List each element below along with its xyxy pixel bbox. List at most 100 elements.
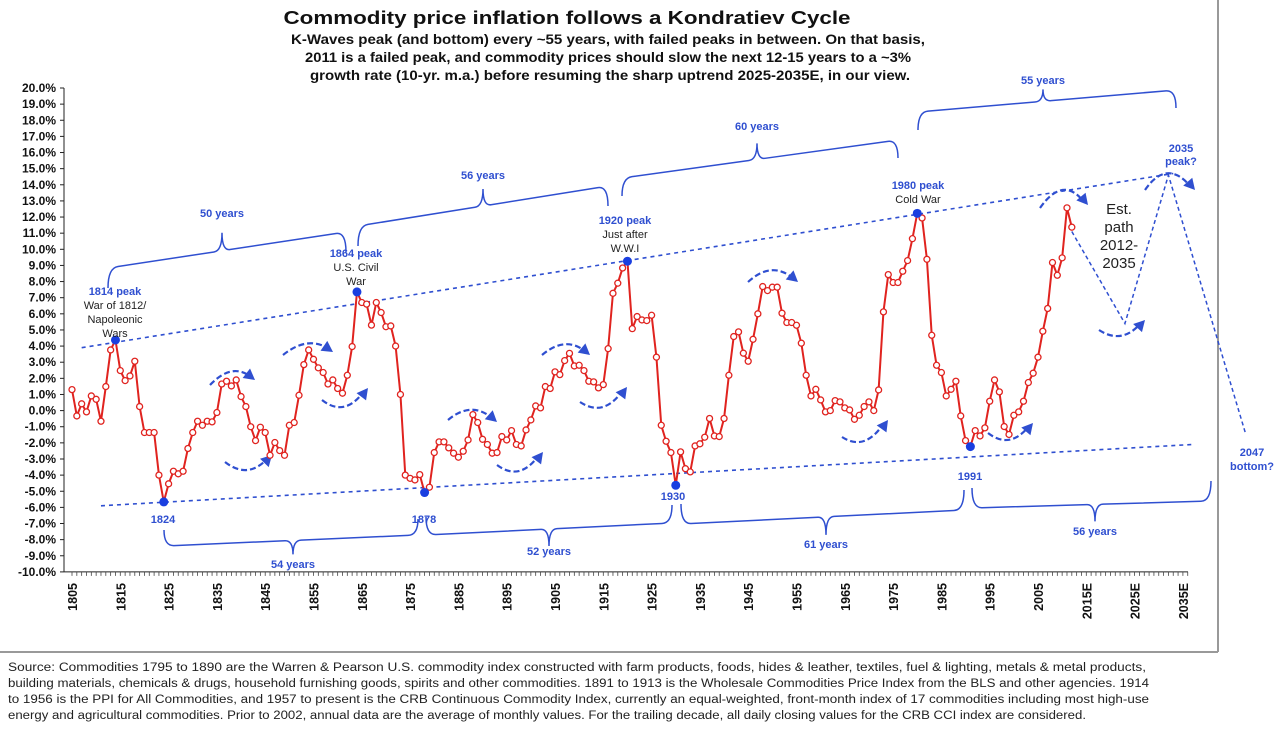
data-point	[309, 355, 318, 363]
data-point	[271, 438, 279, 447]
arrow-shaft	[541, 343, 587, 356]
x-tick-label: 1975	[887, 583, 901, 611]
arrow-shaft	[496, 454, 540, 473]
data-point	[1053, 271, 1061, 279]
data-point	[580, 366, 588, 375]
data-point	[78, 400, 86, 408]
y-tick-label: 8.0%	[29, 275, 57, 289]
data-point	[449, 449, 458, 457]
arrow-shaft	[321, 390, 365, 409]
y-tick-label: 16.0%	[22, 146, 56, 160]
data-point	[705, 414, 714, 423]
highlight-point	[622, 256, 632, 266]
data-point	[870, 406, 878, 415]
curved-arrow-icon	[841, 420, 888, 444]
y-tick-label: 6.0%	[29, 307, 57, 321]
data-point	[469, 410, 477, 419]
data-point	[599, 380, 607, 389]
x-tick-label: 1845	[259, 583, 273, 611]
data-point	[266, 451, 274, 459]
data-point	[759, 282, 767, 291]
data-point	[720, 414, 728, 423]
highlight-point	[420, 488, 430, 498]
data-point	[305, 346, 313, 354]
data-point	[643, 316, 651, 325]
data-point	[976, 432, 984, 440]
source-line-3: to 1956 is the PPI for All Commodities, …	[8, 694, 1149, 706]
arrow-shaft	[987, 425, 1030, 442]
data-point	[932, 361, 941, 369]
y-tick-label: -10.0%	[18, 565, 56, 579]
y-tick-label: 12.0%	[22, 210, 56, 224]
curved-arrow-icon	[1144, 172, 1195, 191]
data-point	[430, 448, 438, 457]
highlight-note: W.W.I	[611, 243, 640, 255]
data-point	[135, 402, 144, 411]
data-point	[652, 353, 661, 361]
price-series	[68, 204, 1076, 506]
data-point	[164, 480, 173, 488]
data-point	[928, 331, 936, 339]
data-point	[295, 391, 303, 399]
x-tick-label: 1915	[597, 583, 611, 611]
y-tick-label: 17.0%	[22, 129, 56, 143]
y-tick-label: 7.0%	[29, 291, 57, 305]
cycle-brace-top-label: 50 years	[200, 208, 244, 220]
cycle-brace-bottom	[163, 518, 419, 555]
highlight-point	[159, 497, 169, 507]
data-point	[314, 364, 322, 372]
data-point	[855, 411, 863, 419]
data-point	[826, 406, 834, 415]
data-point	[628, 325, 636, 333]
data-point	[575, 361, 583, 369]
data-point	[556, 370, 564, 379]
cycle-brace-top	[357, 186, 609, 247]
curved-arrow-icon	[1039, 188, 1088, 209]
data-point	[604, 345, 612, 353]
curved-arrow-icon	[541, 343, 590, 356]
arrow-head	[242, 368, 255, 380]
arrow-head	[615, 387, 627, 400]
forecast-peak-label: 2035	[1169, 143, 1193, 155]
data-point	[990, 376, 999, 384]
data-point	[106, 346, 115, 354]
data-point	[68, 385, 76, 394]
data-point	[899, 267, 907, 275]
y-tick-label: 15.0%	[22, 162, 56, 176]
estimated-path-label: path	[1104, 219, 1133, 236]
data-point	[329, 376, 337, 384]
data-point	[387, 322, 395, 330]
chart-subtitle-line-1: K-Waves peak (and bottom) every ~55 year…	[291, 32, 925, 47]
y-tick-label: 14.0%	[22, 178, 56, 192]
arrow-head	[484, 410, 497, 422]
data-point	[82, 408, 91, 416]
cycle-brace-bottom	[425, 504, 673, 547]
highlight-note: Napoleonic	[87, 314, 143, 326]
x-tick-label: 1825	[163, 583, 177, 611]
data-point	[1029, 369, 1037, 377]
data-point	[464, 436, 472, 444]
data-point	[232, 376, 240, 384]
arrow-shaft	[224, 457, 269, 472]
highlight-label: 1878	[412, 514, 436, 526]
data-point	[483, 440, 492, 449]
curved-arrow-icon	[496, 452, 543, 473]
x-tick-label: 1895	[501, 583, 515, 611]
data-point	[411, 476, 419, 484]
annotations: 1814 peak War of 1812/Napoleonic Wars 1824 1…	[84, 180, 983, 526]
data-point	[338, 389, 347, 397]
data-point	[662, 437, 670, 445]
highlight-label: 1824	[151, 514, 176, 526]
y-tick-label: -6.0%	[25, 500, 57, 514]
data-point	[807, 392, 815, 400]
data-point	[647, 311, 656, 319]
data-point	[739, 349, 748, 357]
data-point	[416, 470, 424, 479]
data-point	[797, 339, 805, 347]
data-point	[1024, 378, 1032, 387]
cycle-brace-top-label: 60 years	[735, 121, 779, 133]
data-point	[1039, 327, 1047, 335]
y-tick-label: -2.0%	[25, 436, 57, 450]
data-point	[565, 349, 574, 357]
